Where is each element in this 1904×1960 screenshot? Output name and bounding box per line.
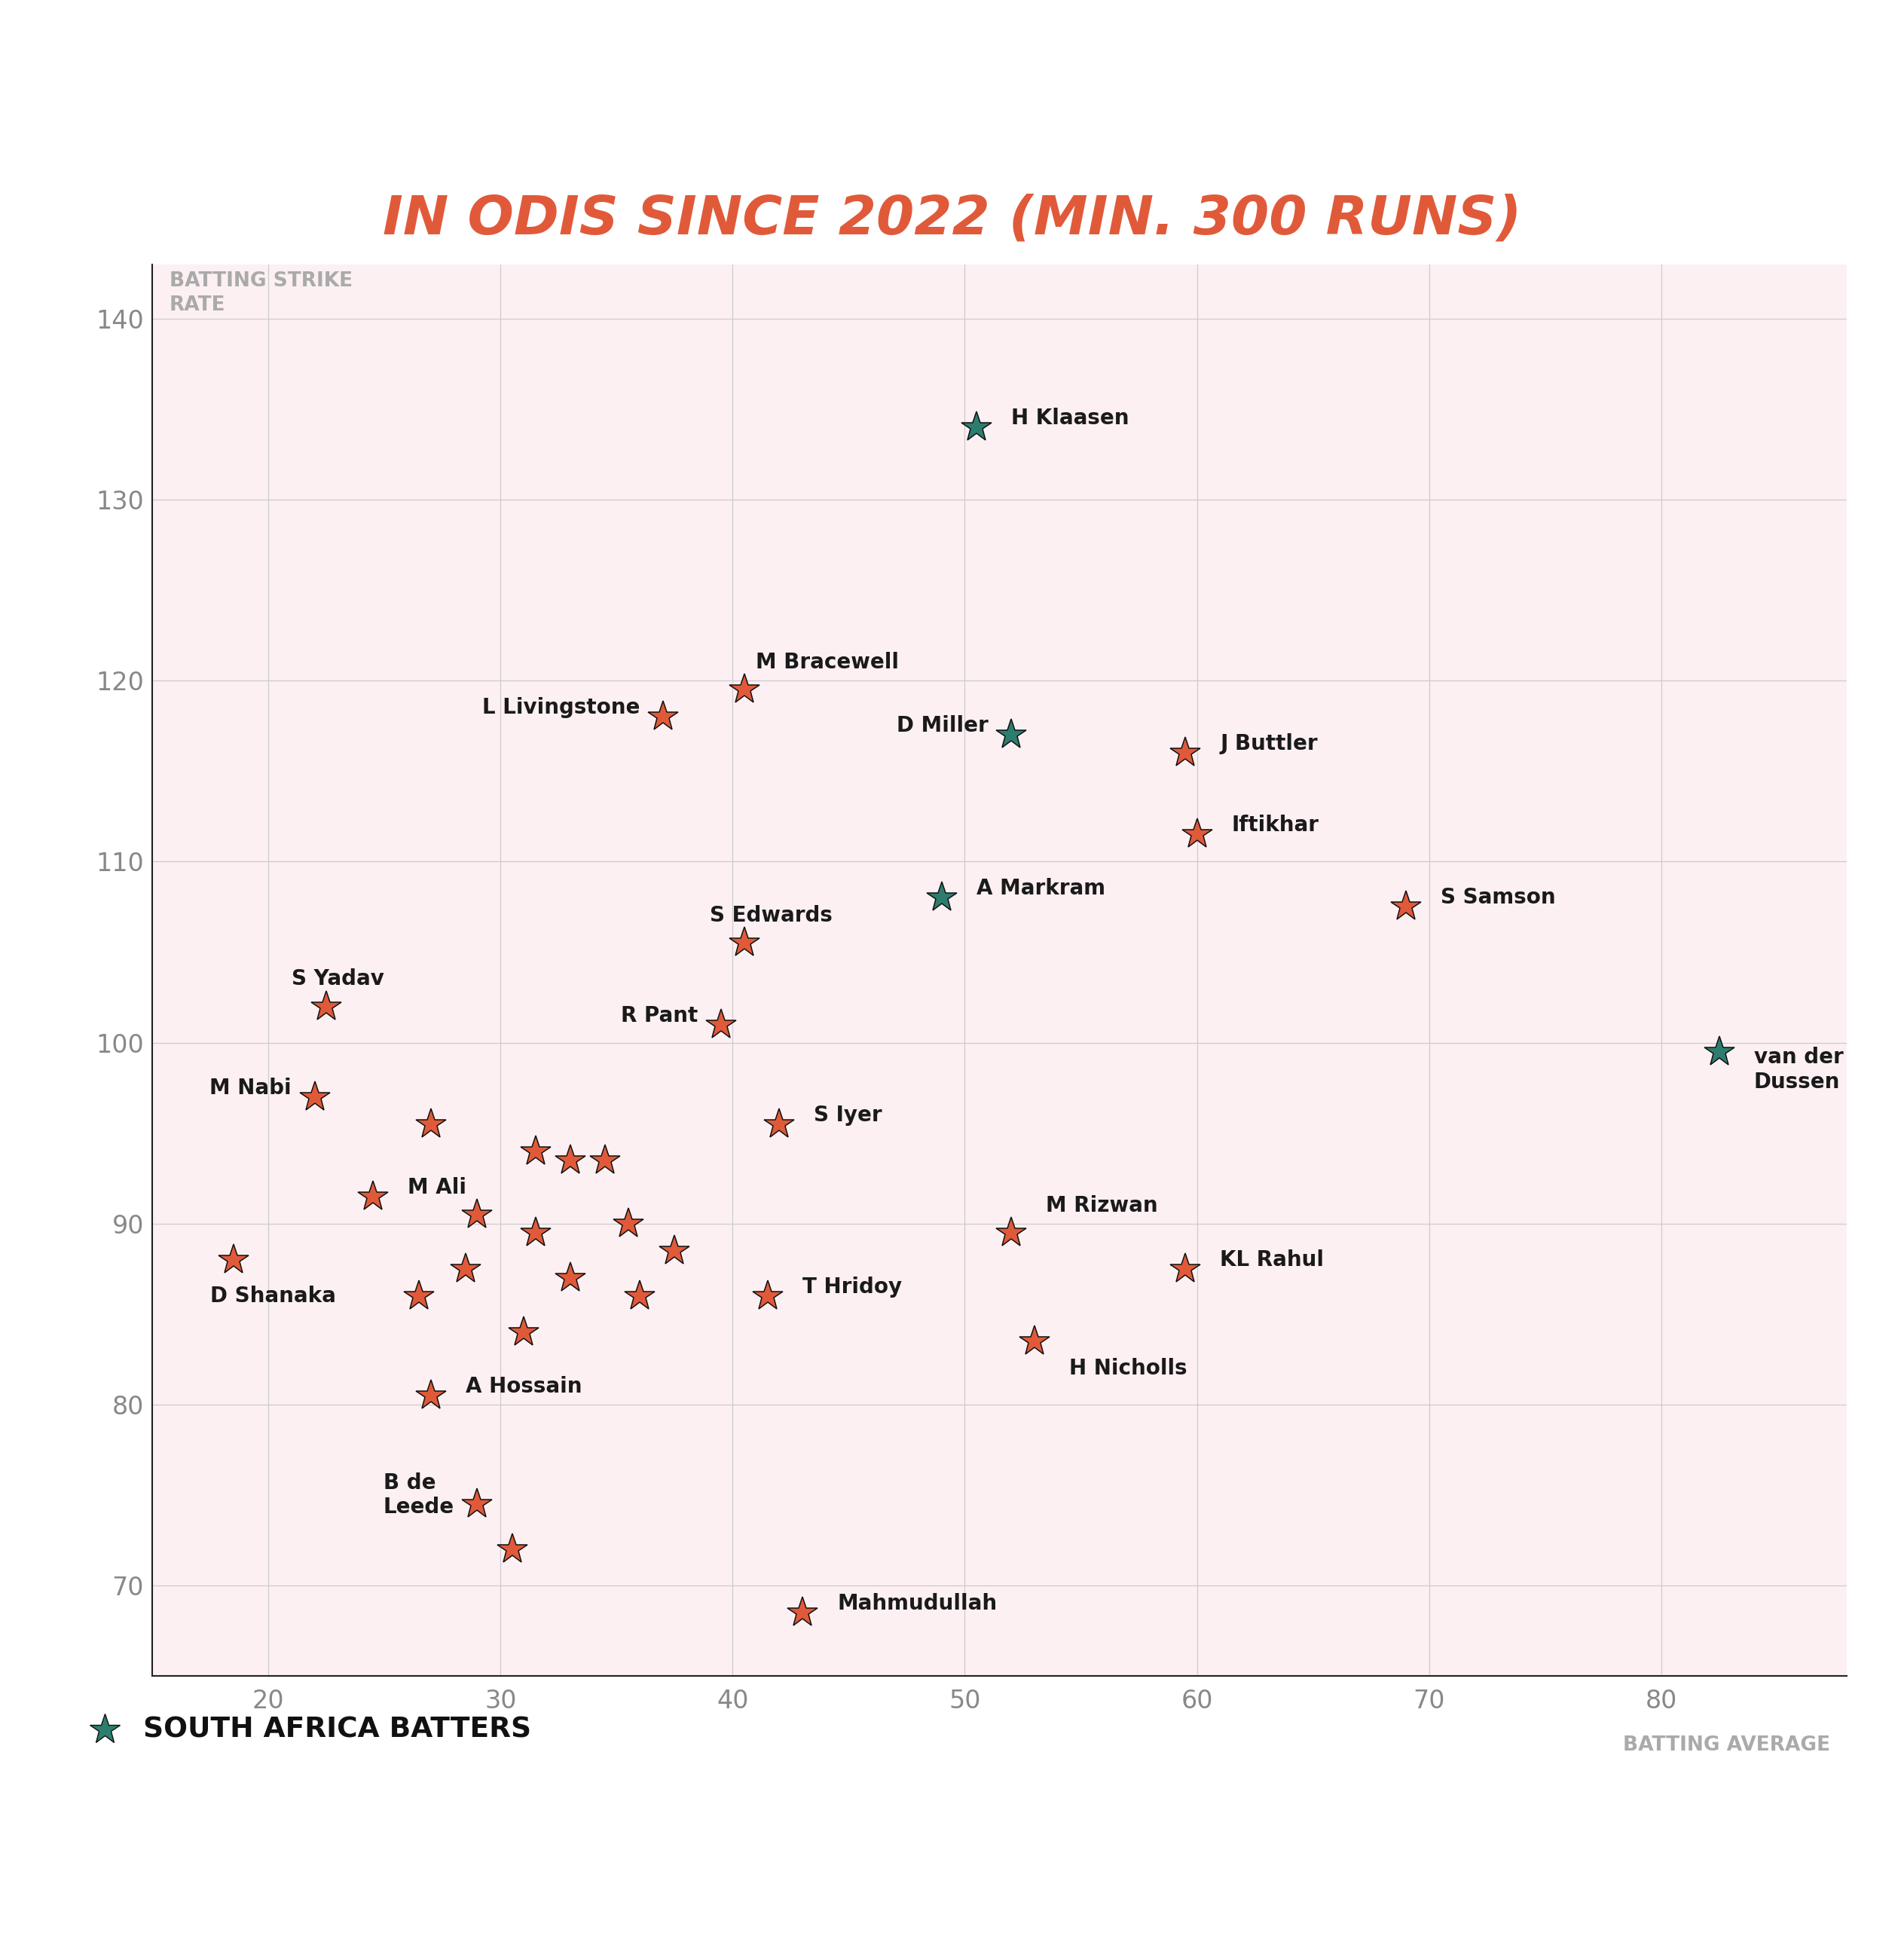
Text: B de
Leede: B de Leede: [383, 1472, 453, 1517]
Text: D Shanaka: D Shanaka: [209, 1286, 337, 1307]
Text: Mahmudullah: Mahmudullah: [838, 1593, 998, 1613]
Text: S Iyer: S Iyer: [813, 1103, 882, 1125]
Text: BATTING AVERAGE: BATTING AVERAGE: [1622, 1735, 1830, 1754]
Text: BATTING STRIKE
RATE: BATTING STRIKE RATE: [169, 272, 352, 316]
Text: M Nabi: M Nabi: [209, 1078, 291, 1098]
Text: KL Rahul: KL Rahul: [1220, 1249, 1323, 1270]
Text: L Livingstone: L Livingstone: [482, 698, 640, 719]
Text: J Buttler: J Buttler: [1220, 733, 1318, 755]
Text: A Markram: A Markram: [977, 878, 1106, 900]
Text: S Samson: S Samson: [1441, 888, 1556, 907]
Text: A Hossain: A Hossain: [466, 1376, 583, 1397]
Text: M Bracewell: M Bracewell: [756, 653, 899, 672]
Text: IN ODIS SINCE 2022 (MIN. 300 RUNS): IN ODIS SINCE 2022 (MIN. 300 RUNS): [383, 194, 1521, 245]
Text: H Nicholls: H Nicholls: [1070, 1358, 1188, 1378]
Text: SOUTH AFRICA BATTERS: SOUTH AFRICA BATTERS: [143, 1717, 531, 1742]
Text: M Rizwan: M Rizwan: [1045, 1196, 1158, 1215]
Text: van der
Dussen: van der Dussen: [1754, 1047, 1843, 1092]
Text: T Hridoy: T Hridoy: [802, 1276, 902, 1298]
Text: NUMBER 4 BATTERS AVERAGE & STRIKE RATE: NUMBER 4 BATTERS AVERAGE & STRIKE RATE: [42, 67, 1862, 135]
Text: R Pant: R Pant: [621, 1005, 699, 1025]
Text: S Edwards: S Edwards: [710, 906, 832, 927]
Text: Iftikhar: Iftikhar: [1232, 815, 1319, 837]
Text: D Miller: D Miller: [897, 715, 988, 737]
Text: S Yadav: S Yadav: [291, 968, 385, 990]
Text: SPORTS3BOOM: SPORTS3BOOM: [602, 1833, 1302, 1911]
Text: H Klaasen: H Klaasen: [1011, 408, 1129, 429]
Text: M Ali: M Ali: [407, 1176, 466, 1198]
